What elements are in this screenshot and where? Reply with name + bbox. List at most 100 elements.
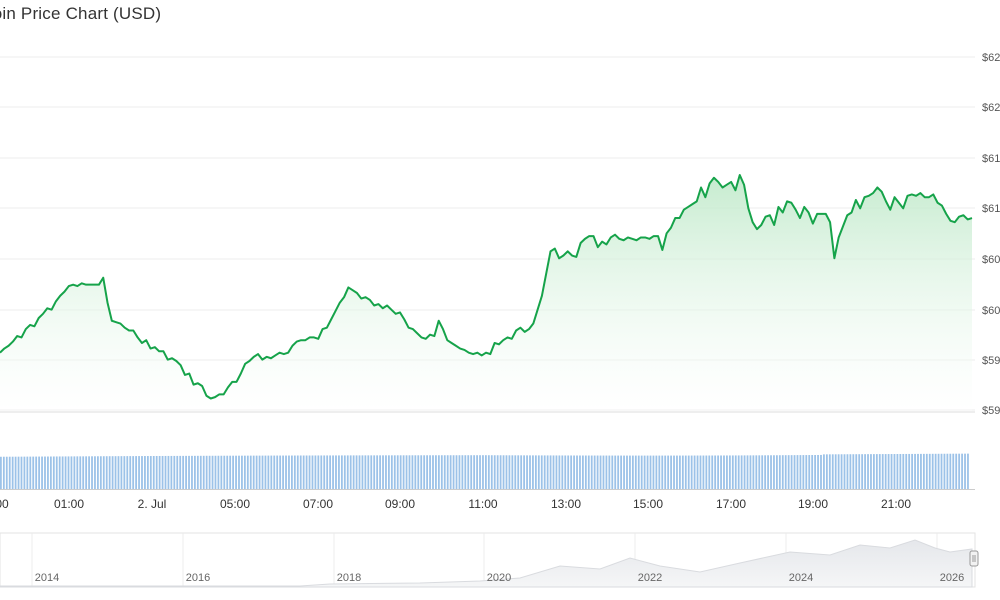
volume-bar (825, 454, 828, 489)
volume-bar (828, 454, 831, 489)
volume-bar (831, 454, 834, 489)
volume-bar (302, 455, 305, 489)
volume-bar (582, 455, 584, 489)
volume-bar (235, 455, 237, 489)
volume-bar (99, 456, 102, 489)
y-tick-label: $60 (982, 254, 1000, 266)
volume-bar (555, 455, 558, 489)
volume-bar (373, 455, 376, 489)
volume-bar (943, 453, 946, 489)
volume-bar (925, 453, 928, 489)
volume-bar (258, 455, 261, 489)
volume-bar (23, 456, 26, 489)
volume-bar (590, 455, 593, 489)
volume-bar (908, 453, 911, 489)
volume-bar (191, 455, 193, 489)
volume-bar (858, 454, 861, 489)
volume-bar (358, 455, 361, 489)
volume-bar (534, 455, 537, 489)
volume-bar (567, 455, 570, 489)
navigator[interactable]: 2014 2016 2018 2020 2022 2024 2026 (0, 532, 979, 588)
volume-bar (808, 455, 811, 489)
volume-bar (105, 456, 108, 489)
volume-bar (702, 455, 705, 489)
volume-bar (61, 456, 64, 489)
volume-bar (479, 455, 481, 489)
volume-bar (493, 455, 496, 489)
volume-bars (0, 453, 975, 490)
volume-bar (211, 455, 214, 489)
volume-bar (208, 455, 211, 489)
volume-bar (232, 455, 235, 489)
volume-bar (834, 454, 837, 489)
volume-bar (429, 455, 431, 489)
volume-bar (726, 455, 728, 489)
volume-bar (29, 456, 32, 489)
volume-bar (199, 455, 202, 489)
volume-bar (329, 455, 332, 489)
volume-bar (720, 455, 722, 489)
x-tick-label: 11:00 (468, 497, 497, 511)
volume-bar (961, 453, 963, 489)
volume-bar (661, 455, 664, 489)
volume-bar (420, 455, 423, 489)
volume-bar (149, 456, 152, 489)
volume-bar (952, 453, 955, 489)
y-tick-label: $62 (982, 52, 1000, 64)
x-axis-labels: 00 01:00 2. Jul 05:00 07:00 09:00 11:00 13:00 15… (0, 497, 911, 511)
volume-bar (796, 455, 799, 489)
volume-bar (426, 455, 429, 489)
volume-bar (44, 456, 46, 489)
volume-bar (517, 455, 520, 489)
volume-bar (364, 455, 367, 489)
volume-bar (887, 454, 890, 489)
volume-bar (652, 455, 655, 489)
volume-bar (435, 455, 437, 489)
volume-bar (937, 453, 940, 489)
volume-bar (443, 455, 446, 489)
y-tick-label: $60 (982, 305, 1000, 317)
volume-bar (255, 455, 258, 489)
volume-bar (246, 455, 249, 489)
volume-bar (611, 455, 614, 489)
volume-bar (276, 455, 279, 489)
volume-bar (787, 455, 790, 489)
x-tick-label: 00 (0, 497, 9, 511)
volume-bar (529, 455, 531, 489)
volume-bar (623, 455, 625, 489)
x-tick-label: 19:00 (798, 497, 828, 511)
volume-bar (49, 456, 52, 489)
volume-bar (773, 455, 775, 489)
volume-bar (226, 455, 229, 489)
volume-bar (249, 455, 252, 489)
volume-bar (664, 455, 667, 489)
volume-bar (182, 455, 185, 489)
navigator-handle[interactable] (969, 550, 979, 567)
volume-bar (570, 455, 573, 489)
volume-bar (47, 456, 49, 489)
navigator-tick-label: 2018 (337, 572, 361, 584)
volume-bar (964, 453, 966, 489)
navigator-tick-label: 2022 (638, 572, 662, 584)
volume-bar (361, 455, 364, 489)
volume-bar (731, 455, 734, 489)
volume-bar (728, 455, 731, 489)
price-line[interactable] (0, 174, 973, 400)
volume-bar (55, 456, 58, 489)
volume-bar (740, 455, 743, 489)
volume-bar (499, 455, 502, 489)
navigator-tick-label: 2024 (789, 572, 813, 584)
volume-bar (88, 456, 90, 489)
price-line-layer[interactable] (0, 174, 973, 400)
volume-bar (340, 455, 343, 489)
volume-bar (311, 455, 314, 489)
y-axis-labels: $62 $62 $61 $61 $60 $60 $59 $59 (982, 52, 1000, 417)
volume-bar (14, 456, 17, 489)
volume-bar (746, 455, 749, 489)
volume-bar (914, 453, 916, 489)
volume-bar (649, 455, 652, 489)
volume-bar (631, 455, 634, 489)
volume-bar (708, 455, 711, 489)
volume-bar (285, 455, 287, 489)
